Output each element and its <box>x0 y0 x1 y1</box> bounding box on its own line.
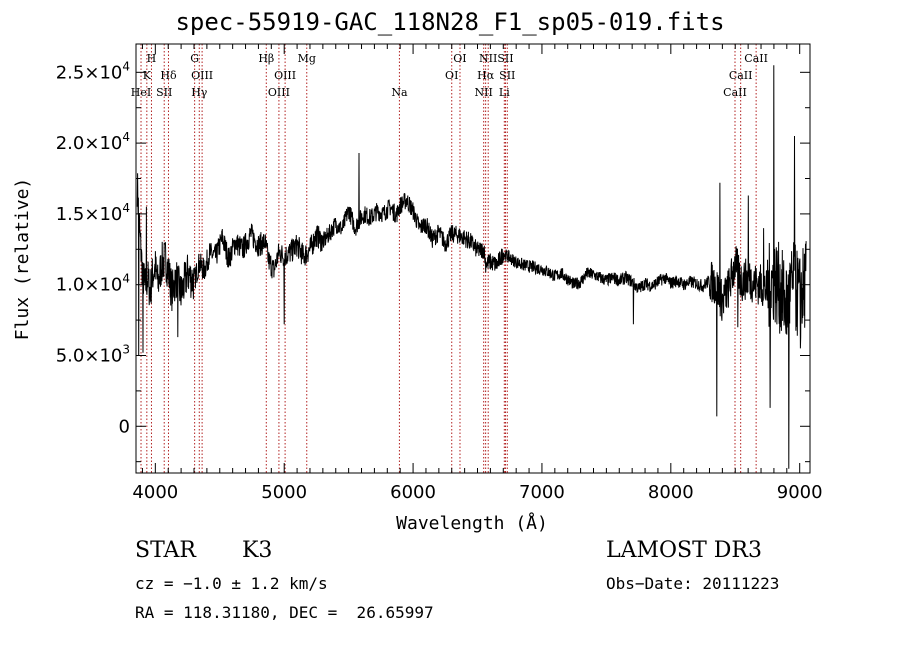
ytick-label-yt1: 5.0×103 <box>56 342 130 366</box>
plot-frame <box>135 43 811 474</box>
label-ln-caii-3: CaII <box>723 86 747 99</box>
x-tick-labels: 4000 5000 6000 7000 8000 9000 <box>132 482 822 503</box>
xtick-label: 8000 <box>648 482 694 503</box>
chart-title: spec-55919-GAC_118N28_F1_sp05-019.fits <box>175 8 725 36</box>
label-ln-oiii-2: OIII <box>274 69 296 82</box>
label-ln-caii-2: CaII <box>729 69 753 82</box>
object-subclass: K3 <box>242 538 273 563</box>
ytick-label-yt5: 2.5×104 <box>56 59 130 83</box>
label-ln-hei: HeI <box>131 86 151 99</box>
label-ln-hgamma: Hγ <box>191 86 208 99</box>
ytick-label-yt2: 1.0×104 <box>56 272 130 296</box>
label-ln-hdelta: Hδ <box>160 69 177 82</box>
label-ln-sii-3: SII <box>499 69 515 82</box>
label-ln-sii-1: SII <box>156 86 172 99</box>
object-class: STAR <box>135 538 196 563</box>
label-ln-h: H <box>147 52 157 65</box>
survey-name: LAMOST DR3 <box>606 538 762 563</box>
y-tick-labels: 0 5.0×103 1.0×104 1.5×104 2.0×104 2.5×104 <box>56 59 130 437</box>
label-ln-halpha: Hα <box>477 69 495 82</box>
ytick-label-yt0: 0 <box>119 416 130 437</box>
line-markers-layer <box>140 44 757 473</box>
label-ln-oi-2: OI <box>445 69 458 82</box>
xtick-label: 6000 <box>390 482 436 503</box>
line-labels: HeIHKSIIHδGOIIIHγHβOIIIOIIIMgNaOIOINIINI… <box>131 52 768 99</box>
obs-date: Obs−Date: 20111223 <box>606 574 780 593</box>
xtick-label: 9000 <box>777 482 823 503</box>
label-ln-g: G <box>190 52 199 65</box>
spectrum-series <box>136 65 807 469</box>
label-ln-oi-1: OI <box>453 52 466 65</box>
label-ln-hbeta: Hβ <box>258 52 274 65</box>
ytick-label-yt3: 1.5×104 <box>56 201 130 225</box>
label-ln-nii-1: NII <box>479 52 497 65</box>
xtick-label: 4000 <box>132 482 178 503</box>
label-ln-na: Na <box>391 86 408 99</box>
ytick-label-yt4: 2.0×104 <box>56 130 130 154</box>
axis-ticks <box>136 44 810 473</box>
label-ln-nii-2: NII <box>475 86 493 99</box>
label-ln-oiii-3: OIII <box>268 86 290 99</box>
ra-dec: RA = 118.31180, DEC = 26.65997 <box>135 603 434 622</box>
xtick-label: 5000 <box>261 482 307 503</box>
redshift-cz: cz = −1.0 ± 1.2 km/s <box>135 574 328 593</box>
label-ln-oiii-1: OIII <box>191 69 213 82</box>
x-axis-label: Wavelength (Å) <box>396 512 548 534</box>
label-ln-mg: Mg <box>298 52 316 65</box>
spectrum-line <box>136 65 807 469</box>
label-ln-sii-2: SII <box>497 52 513 65</box>
xtick-label: 7000 <box>519 482 565 503</box>
label-ln-caii-1: CaII <box>744 52 768 65</box>
label-ln-li: Li <box>499 86 510 99</box>
label-ln-k: K <box>143 69 152 82</box>
y-axis-label: Flux (relative) <box>12 178 33 341</box>
